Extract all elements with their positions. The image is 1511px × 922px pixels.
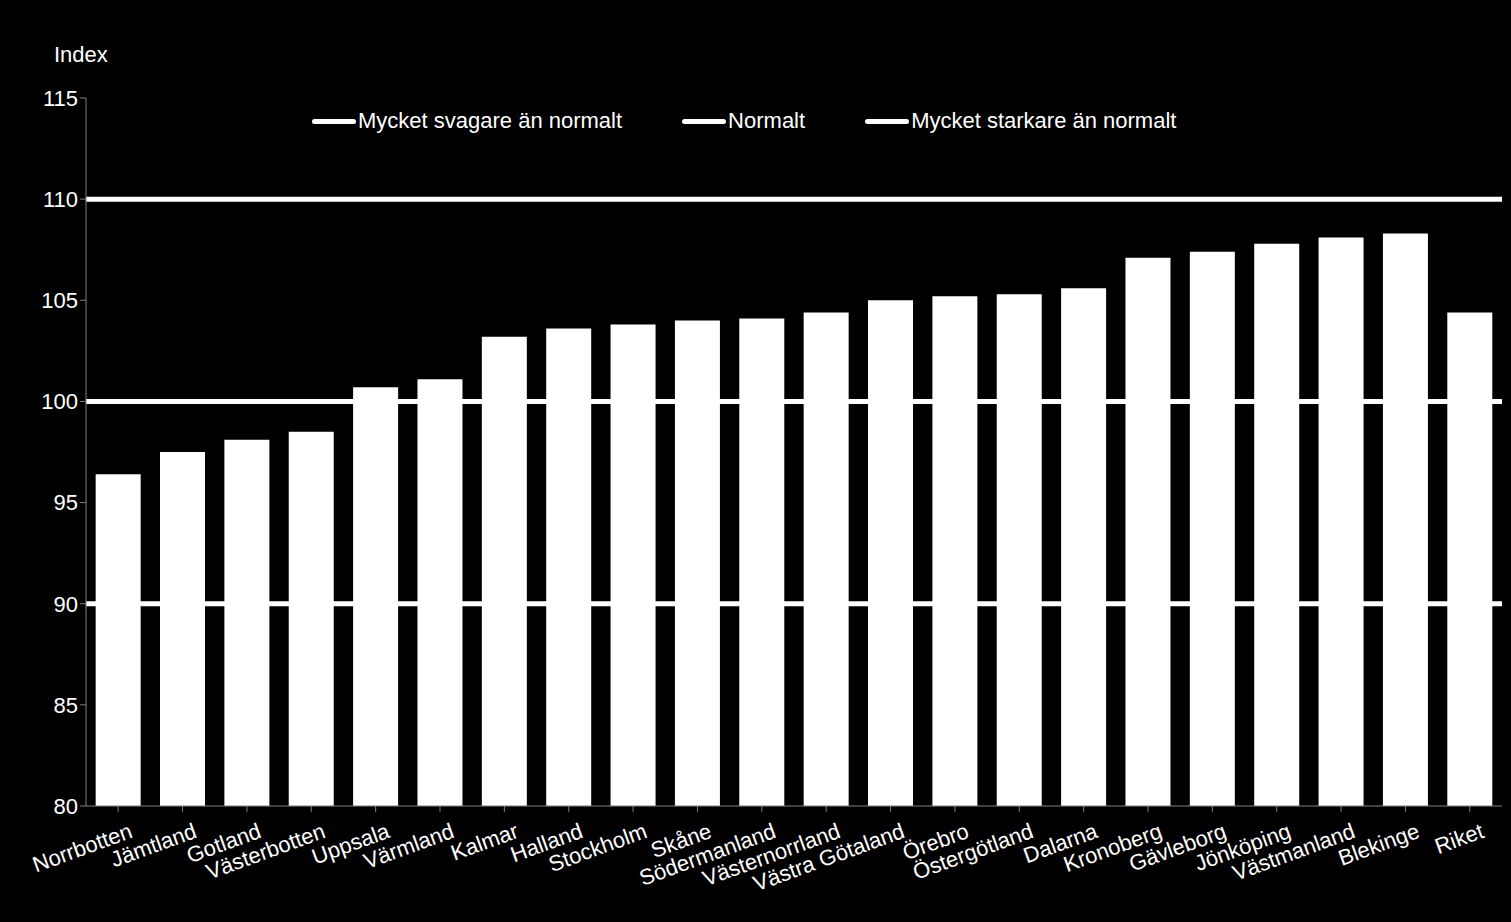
- svg-text:Västernorrland: Västernorrland: [699, 818, 844, 892]
- svg-text:Norrbotten: Norrbotten: [29, 818, 136, 878]
- svg-text:Gotland: Gotland: [183, 818, 265, 869]
- svg-text:Örebro: Örebro: [899, 818, 973, 866]
- html-text:Mycket svagare än normalt: Mycket svagare än normalt: [358, 108, 623, 133]
- html-text:Index: Index: [54, 42, 108, 67]
- svg-text:100: 100: [41, 389, 78, 414]
- svg-text:Västerbotten: Västerbotten: [202, 818, 329, 885]
- svg-text:Jönköping: Jönköping: [1191, 818, 1294, 876]
- svg-text:Västra Götaland: Västra Götaland: [750, 818, 908, 896]
- svg-text:90: 90: [54, 592, 78, 617]
- svg-text:Stockholm: Stockholm: [545, 818, 650, 877]
- svg-text:Riket: Riket: [1431, 818, 1487, 859]
- svg-text:115: 115: [43, 86, 78, 111]
- svg-text:Västmanland: Västmanland: [1229, 818, 1359, 886]
- svg-text:Jämtland: Jämtland: [107, 818, 200, 873]
- svg-text:Kronoberg: Kronoberg: [1060, 818, 1166, 877]
- svg-text:Uppsala: Uppsala: [308, 818, 393, 870]
- html-text:Normalt: Normalt: [728, 108, 806, 133]
- svg-text:Östergötland: Östergötland: [910, 818, 1037, 885]
- svg-text:85: 85: [54, 693, 78, 718]
- html-text:Mycket starkare än normalt: Mycket starkare än normalt: [911, 108, 1177, 133]
- svg-text:Värmland: Värmland: [360, 818, 457, 874]
- svg-text:105: 105: [41, 288, 78, 313]
- svg-text:Blekinge: Blekinge: [1335, 818, 1423, 870]
- svg-text:Gävleborg: Gävleborg: [1125, 818, 1230, 877]
- svg-text:Kalmar: Kalmar: [447, 818, 522, 866]
- svg-text:Halland: Halland: [507, 818, 586, 868]
- svg-text:95: 95: [54, 490, 78, 515]
- svg-text:Skåne: Skåne: [647, 818, 715, 864]
- svg-text:110: 110: [43, 187, 78, 212]
- svg-text:Dalarna: Dalarna: [1019, 818, 1101, 869]
- svg-text:Södermanland: Södermanland: [636, 818, 779, 891]
- svg-text:80: 80: [54, 794, 78, 819]
